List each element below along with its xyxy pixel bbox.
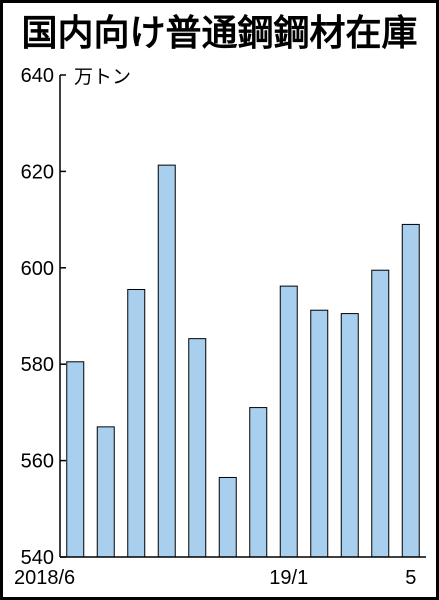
bar-4 (371, 269, 390, 558)
bar-11 (218, 476, 237, 558)
bar-9 (157, 164, 176, 558)
bar-3 (340, 313, 359, 558)
y-tick-label: 600 (21, 258, 54, 280)
x-tick-label: 2018/6 (14, 567, 75, 589)
y-axis-ticks: 540 560 580 600 620 640 (21, 65, 66, 569)
bar-2018/6 (66, 361, 85, 558)
bar-5 (401, 223, 420, 558)
y-tick-label: 560 (21, 451, 54, 473)
bar-2 (310, 309, 329, 558)
bar-7 (96, 426, 115, 558)
y-tick-label: 620 (21, 161, 54, 183)
bar-10 (188, 338, 207, 558)
x-tick-label: 19/1 (269, 567, 308, 589)
y-tick-label: 540 (21, 547, 54, 569)
y-tick-label: 640 (21, 65, 54, 87)
y-tick-label: 580 (21, 354, 54, 376)
chart-title: 国内向け普通鋼鋼材在庫 (21, 13, 418, 54)
x-tick-label: 5 (405, 567, 416, 589)
bar-19/1 (279, 285, 298, 558)
x-axis-ticks: 2018/6 19/1 5 (14, 567, 416, 589)
y-axis-unit-label: 万トン (74, 66, 131, 88)
bar-series (66, 164, 420, 558)
bar-12 (249, 407, 268, 558)
bar-8 (127, 288, 146, 558)
